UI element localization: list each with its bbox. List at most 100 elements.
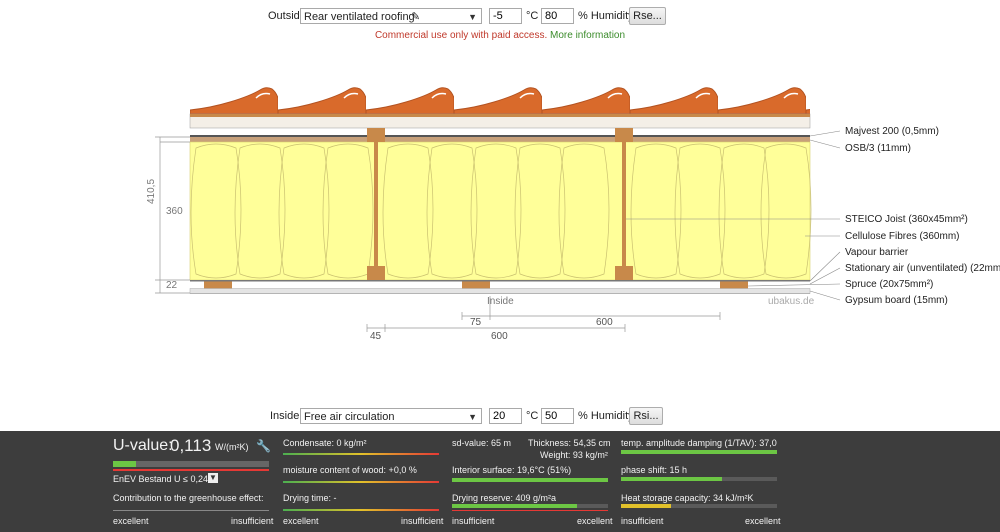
greenhouse-label: Contribution to the greenhouse effect: [113,493,264,503]
u-value-unit: W/(m²K) [215,442,249,452]
cellulose-insulation [189,141,811,281]
inside-air-select[interactable]: Free air circulation ▼ [300,408,482,424]
outside-construction-select[interactable]: Rear ventilated roofing ✎ ▼ [300,8,482,24]
inside-humidity-input[interactable] [541,408,574,424]
dropdown-arrow-icon: ▼ [468,12,477,22]
dim-75-label: 75 [470,317,482,328]
results-panel: U-value: 0,113 W/(m²K) 🔧 EnEV Bestand U … [0,431,1000,532]
greenhouse-line [113,510,269,511]
tile-batten [190,114,810,117]
insulation-hatch [190,143,812,279]
u-value-bar-fill [113,461,137,467]
drying-time-scale [283,509,439,511]
standard-label: EnEV Bestand U ≤ 0,24 [113,474,208,484]
outside-temperature-input[interactable] [489,8,522,24]
layer-label-spruce[interactable]: Spruce (20x75mm²) [845,279,934,290]
scale-insufficient: insufficient [401,516,444,526]
roof-tiles [190,86,810,114]
amplitude-damping-bar-fill [621,450,777,454]
spruce-batten [204,281,232,289]
scale-insufficient: insufficient [452,516,495,526]
u-value-number: 0,113 [170,436,212,455]
amplitude-damping-bar [621,450,777,454]
u-value-bar [113,461,269,467]
dim-600-top-label: 600 [596,317,613,328]
layer-label-majvest[interactable]: Majvest 200 (0,5mm) [845,126,939,137]
drying-time-label: Drying time: - [283,493,337,503]
outside-humidity-unit: % Humidity [578,10,634,22]
u-value-label: U-value: [113,437,173,454]
gypsum-board [189,288,811,294]
layer-label-cellulose[interactable]: Cellulose Fibres (360mm) [845,231,960,242]
moisture-scale [283,481,439,483]
phase-shift-bar-fill [621,477,723,481]
inside-temperature-input[interactable] [489,408,522,424]
scale-excellent: excellent [745,516,781,526]
rsi-button[interactable]: Rsi... [629,407,663,425]
interior-surface-label: Interior surface: 19,6°C (51%) [452,465,572,475]
inside-humidity-unit: % Humidity [578,410,634,422]
spruce-batten [462,281,490,289]
phase-shift-bar [621,477,777,481]
scale-excellent: excellent [283,516,319,526]
horizontal-dimensions [366,296,721,332]
outside-label: Outside [268,10,306,22]
vertical-dimensions [155,136,190,294]
roof-cross-section-diagram [155,86,841,332]
dim-lower-label: 22 [166,280,178,291]
u-value-limit-line [113,469,269,471]
drying-reserve-limit-line [452,510,608,511]
commercial-notice: Commercial use only with paid access. Mo… [0,30,1000,41]
stationary-air [190,281,810,289]
inside-temp-unit: °C [526,410,539,422]
heat-storage-bar-fill [621,504,671,508]
inside-diagram-label: Inside [487,296,514,307]
layer-label-vapour-barrier[interactable]: Vapour barrier [845,247,909,258]
outside-temp-unit: °C [526,10,539,22]
ubakus-watermark: ubakus.de [768,296,815,307]
condensate-label: Condensate: 0 kg/m² [283,438,367,448]
weight-label: Weight: 93 kg/m² [540,450,608,460]
condensate-scale [283,453,439,455]
osb-board [190,137,810,142]
dim-45-label: 45 [370,331,382,342]
heat-storage-bar [621,504,777,508]
phase-shift-label: phase shift: 15 h [621,465,688,475]
amplitude-damping-label: temp. amplitude damping (1/TAV): 37,0 [621,438,777,448]
rse-button[interactable]: Rse... [629,7,666,25]
more-information-link[interactable]: More information [550,30,626,41]
interior-surface-bar [452,478,608,482]
heat-storage-label: Heat storage capacity: 34 kJ/m²K [621,493,754,503]
inside-air-value: Free air circulation [304,411,395,423]
spruce-batten [720,281,748,289]
dim-total-label: 410,5 [146,178,157,204]
steico-joists [367,128,633,280]
inside-label: Inside: [270,410,303,422]
vapour-barrier [190,280,810,282]
wrench-icon[interactable]: 🔧 [256,439,271,453]
scale-excellent: excellent [577,516,613,526]
outside-construction-value: Rear ventilated roofing [304,11,415,23]
scale-insufficient: insufficient [621,516,664,526]
drying-reserve-label: Drying reserve: 409 g/m²a [452,493,557,503]
layer-leader-lines [626,130,841,301]
layer-label-gypsum[interactable]: Gypsum board (15mm) [845,295,948,306]
dim-insulation-label: 360 [166,206,183,217]
majvest-membrane [190,135,810,137]
dropdown-arrow-icon: ▼ [468,412,477,422]
thickness-label: Thickness: 54,35 cm [528,438,611,448]
drying-reserve-bar-fill [452,504,577,508]
dim-600-bottom-label: 600 [491,331,508,342]
pencil-icon[interactable]: ✎ [411,11,421,23]
layer-label-steico-joist[interactable]: STEICO Joist (360x45mm²) [845,214,968,225]
layer-label-stationary-air[interactable]: Stationary air (unventilated) (22mm) [845,263,1000,274]
scale-excellent: excellent [113,516,149,526]
interior-surface-bar-fill [452,478,608,482]
outside-humidity-input[interactable] [541,8,574,24]
scale-insufficient: insufficient [231,516,274,526]
layer-label-osb[interactable]: OSB/3 (11mm) [845,143,911,154]
standard-dropdown-icon[interactable]: ▼ [208,473,218,483]
moisture-label: moisture content of wood: +0,0 % [283,465,417,475]
drying-reserve-bar [452,504,608,508]
commercial-notice-text: Commercial use only with paid access. [374,30,548,41]
